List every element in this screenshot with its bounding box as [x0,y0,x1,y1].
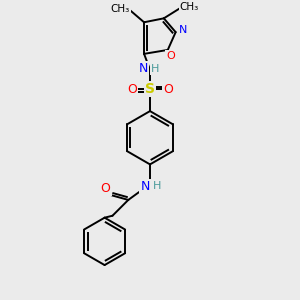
Text: O: O [163,83,173,96]
Text: O: O [101,182,110,195]
Text: CH₃: CH₃ [180,2,199,13]
Text: O: O [127,83,137,96]
Text: H: H [153,181,161,191]
Text: S: S [145,82,155,96]
Text: CH₃: CH₃ [111,4,130,14]
Text: H: H [151,64,159,74]
Text: N: N [138,62,148,75]
Text: N: N [179,25,188,35]
Text: N: N [140,180,150,193]
Text: O: O [167,51,175,61]
